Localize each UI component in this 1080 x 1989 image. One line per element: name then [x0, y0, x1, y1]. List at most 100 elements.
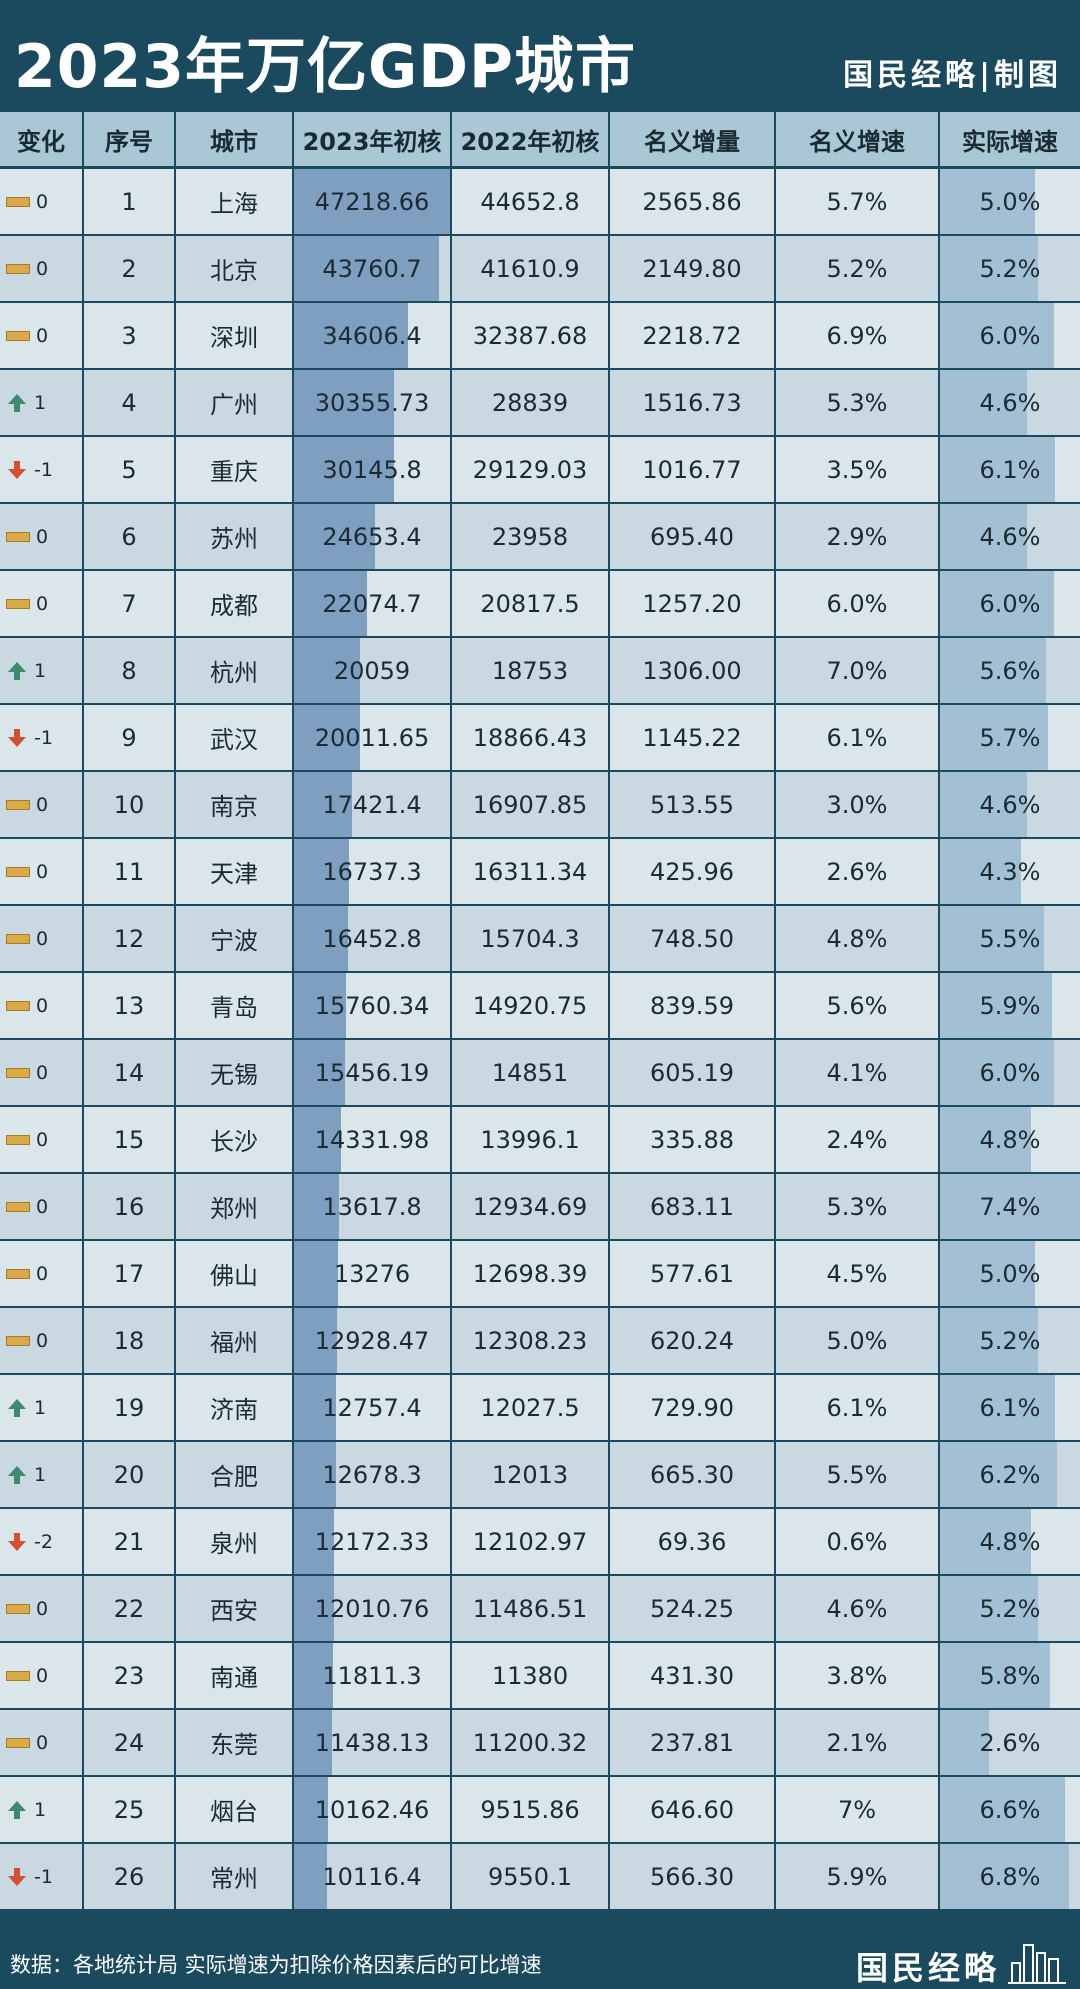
city-cell: 重庆 [176, 437, 292, 502]
nominal-increase-text: 524.25 [650, 1594, 734, 1623]
table-row: 0 2 北京 43760.7 41610.9 2149.80 5.2% 5.2% [0, 236, 1080, 303]
arrow-down-icon [8, 728, 26, 747]
gdp-2022-text: 11200.32 [472, 1728, 588, 1757]
nominal-increase-cell: 2218.72 [610, 303, 774, 368]
real-growth-bar [940, 1241, 1035, 1306]
gdp-2023-bar [294, 638, 361, 703]
nominal-increase-cell: 1516.73 [610, 370, 774, 435]
change-cell: 0 [0, 169, 82, 234]
real-growth-cell: 4.6% [940, 772, 1080, 837]
nominal-increase-cell: 683.11 [610, 1174, 774, 1239]
city-cell: 无锡 [176, 1040, 292, 1105]
change-value: 0 [36, 1731, 49, 1754]
nominal-growth-cell: 5.2% [776, 236, 938, 301]
gdp-2023-bar [294, 772, 352, 837]
gdp-2023-text: 12757.4 [322, 1393, 422, 1422]
nominal-growth-text: 0.6% [826, 1527, 888, 1556]
real-growth-text: 6.2% [979, 1460, 1041, 1489]
gdp-2022-cell: 20817.5 [452, 571, 608, 636]
gdp-2022-cell: 18753 [452, 638, 608, 703]
city-cell: 泉州 [176, 1509, 292, 1574]
rank-text: 14 [113, 1058, 145, 1087]
city-cell: 深圳 [176, 303, 292, 368]
city-text: 北京 [210, 257, 258, 285]
gdp-2022-text: 18753 [491, 656, 569, 685]
real-growth-text: 4.6% [979, 388, 1041, 417]
table-row: 0 3 深圳 34606.4 32387.68 2218.72 6.9% 6.0% [0, 303, 1080, 370]
change-value: 1 [34, 1463, 47, 1486]
real-growth-text: 6.6% [979, 1795, 1041, 1824]
rank-cell: 23 [84, 1643, 174, 1708]
real-growth-text: 5.0% [979, 1259, 1041, 1288]
real-growth-bar [940, 370, 1028, 435]
nominal-growth-text: 6.9% [826, 321, 888, 350]
rank-cell: 11 [84, 839, 174, 904]
gdp-2023-cell: 12172.33 [294, 1509, 450, 1574]
real-growth-text: 4.8% [979, 1125, 1041, 1154]
real-growth-cell: 6.2% [940, 1442, 1080, 1507]
nominal-increase-text: 1306.00 [642, 656, 742, 685]
city-cell: 天津 [176, 839, 292, 904]
flat-dash-icon [6, 1134, 30, 1145]
nominal-growth-cell: 3.5% [776, 437, 938, 502]
real-growth-text: 6.0% [979, 589, 1041, 618]
real-growth-text: 6.1% [979, 455, 1041, 484]
nominal-growth-cell: 6.1% [776, 1375, 938, 1440]
arrow-up-icon [8, 1398, 26, 1417]
nominal-increase-text: 646.60 [650, 1795, 734, 1824]
rank-text: 17 [113, 1259, 145, 1288]
change-value: 0 [36, 927, 49, 950]
city-cell: 广州 [176, 370, 292, 435]
city-cell: 青岛 [176, 973, 292, 1038]
flat-dash-icon [6, 1670, 30, 1681]
table-row: 0 17 佛山 13276 12698.39 577.61 4.5% 5.0% [0, 1241, 1080, 1308]
rank-cell: 6 [84, 504, 174, 569]
city-text: 福州 [210, 1329, 258, 1357]
gdp-2023-text: 14331.98 [314, 1125, 430, 1154]
real-growth-text: 5.0% [979, 187, 1041, 216]
nominal-growth-cell: 5.0% [776, 1308, 938, 1373]
nominal-increase-text: 620.24 [650, 1326, 734, 1355]
nominal-growth-cell: 0.6% [776, 1509, 938, 1574]
change-value: 0 [36, 324, 49, 347]
change-value: 0 [36, 525, 49, 548]
real-growth-bar [940, 303, 1054, 368]
gdp-2023-cell: 34606.4 [294, 303, 450, 368]
chart-title: 2023年万亿GDP城市 [14, 32, 637, 102]
gdp-2023-cell: 47218.66 [294, 169, 450, 234]
city-text: 合肥 [210, 1463, 258, 1491]
gdp-2023-text: 20059 [333, 656, 411, 685]
real-growth-bar [940, 973, 1052, 1038]
gdp-2023-bar [294, 437, 394, 502]
gdp-2022-cell: 11486.51 [452, 1576, 608, 1641]
gdp-2023-cell: 20059 [294, 638, 450, 703]
table-row: 1 20 合肥 12678.3 12013 665.30 5.5% 6.2% [0, 1442, 1080, 1509]
rank-cell: 18 [84, 1308, 174, 1373]
gdp-2023-text: 43760.7 [322, 254, 422, 283]
city-text: 郑州 [210, 1195, 258, 1223]
nominal-increase-cell: 431.30 [610, 1643, 774, 1708]
change-cell: 1 [0, 1442, 82, 1507]
real-growth-bar [940, 1174, 1080, 1239]
rank-cell: 15 [84, 1107, 174, 1172]
nominal-growth-text: 5.9% [826, 1862, 888, 1891]
nominal-growth-cell: 4.1% [776, 1040, 938, 1105]
rank-cell: 16 [84, 1174, 174, 1239]
nominal-increase-cell: 646.60 [610, 1777, 774, 1842]
change-value: 1 [34, 659, 47, 682]
change-cell: 1 [0, 638, 82, 703]
real-growth-cell: 5.2% [940, 1308, 1080, 1373]
gdp-2022-cell: 18866.43 [452, 705, 608, 770]
column-header: 城市 [176, 112, 292, 166]
city-text: 杭州 [210, 659, 258, 687]
flat-dash-icon [6, 866, 30, 877]
gdp-2023-cell: 16452.8 [294, 906, 450, 971]
table-row: 1 8 杭州 20059 18753 1306.00 7.0% 5.6% [0, 638, 1080, 705]
table-row: 1 25 烟台 10162.46 9515.86 646.60 7% 6.6% [0, 1777, 1080, 1844]
gdp-2023-cell: 20011.65 [294, 705, 450, 770]
gdp-2022-cell: 12102.97 [452, 1509, 608, 1574]
table-row: -2 21 泉州 12172.33 12102.97 69.36 0.6% 4.8% [0, 1509, 1080, 1576]
city-cell: 长沙 [176, 1107, 292, 1172]
real-growth-bar [940, 705, 1048, 770]
gdp-2023-bar [294, 1509, 335, 1574]
